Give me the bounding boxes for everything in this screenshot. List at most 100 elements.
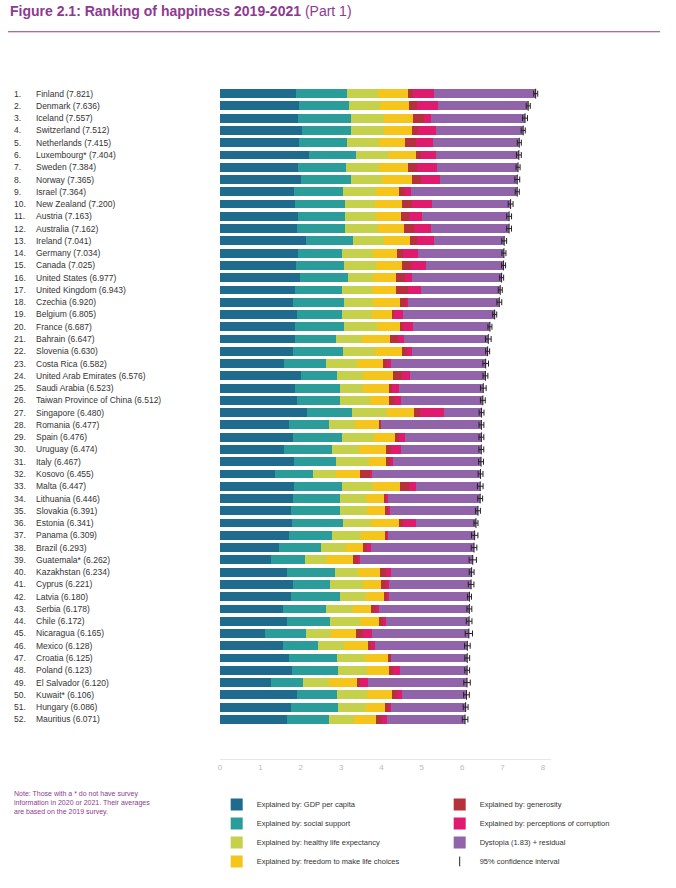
svg-text:Finland (7.821): Finland (7.821) bbox=[36, 89, 93, 99]
svg-text:Romania (6.477): Romania (6.477) bbox=[36, 420, 99, 430]
svg-text:Nicaragua (6.165): Nicaragua (6.165) bbox=[36, 628, 104, 638]
svg-text:16.: 16. bbox=[14, 273, 26, 283]
svg-text:Kuwait* (6.106): Kuwait* (6.106) bbox=[36, 690, 94, 700]
svg-text:20.: 20. bbox=[14, 322, 26, 332]
svg-text:48.: 48. bbox=[14, 665, 26, 675]
svg-text:Singapore (6.480): Singapore (6.480) bbox=[36, 408, 104, 418]
svg-text:Dystopia (1.83) + residual: Dystopia (1.83) + residual bbox=[480, 838, 566, 847]
svg-text:34.: 34. bbox=[14, 494, 26, 504]
svg-text:30.: 30. bbox=[14, 444, 26, 454]
svg-text:29.: 29. bbox=[14, 432, 26, 442]
svg-text:49.: 49. bbox=[14, 678, 26, 688]
svg-text:1: 1 bbox=[258, 763, 263, 772]
svg-text:Slovenia (6.630): Slovenia (6.630) bbox=[36, 346, 98, 356]
svg-text:Guatemala* (6.262): Guatemala* (6.262) bbox=[36, 555, 110, 565]
svg-text:Mexico (6.128): Mexico (6.128) bbox=[36, 641, 92, 651]
svg-text:3.: 3. bbox=[14, 113, 21, 123]
svg-text:Figure 2.1: Ranking of happine: Figure 2.1: Ranking of happiness 2019-20… bbox=[10, 3, 352, 19]
svg-text:22.: 22. bbox=[14, 346, 26, 356]
svg-text:Slovakia (6.391): Slovakia (6.391) bbox=[36, 506, 98, 516]
svg-text:El Salvador (6.120): El Salvador (6.120) bbox=[36, 678, 109, 688]
svg-text:Costa Rica (6.582): Costa Rica (6.582) bbox=[36, 359, 107, 369]
svg-text:Kazakhstan (6.234): Kazakhstan (6.234) bbox=[36, 567, 110, 577]
svg-text:45.: 45. bbox=[14, 628, 26, 638]
svg-text:32.: 32. bbox=[14, 469, 26, 479]
svg-text:Latvia (6.180): Latvia (6.180) bbox=[36, 592, 88, 602]
svg-text:37.: 37. bbox=[14, 530, 26, 540]
svg-text:Luxembourg* (7.404): Luxembourg* (7.404) bbox=[36, 150, 116, 160]
svg-text:25.: 25. bbox=[14, 383, 26, 393]
svg-text:8: 8 bbox=[541, 763, 546, 772]
svg-text:5: 5 bbox=[420, 763, 425, 772]
svg-text:36.: 36. bbox=[14, 518, 26, 528]
svg-text:Iceland (7.557): Iceland (7.557) bbox=[36, 113, 93, 123]
svg-text:Denmark (7.636): Denmark (7.636) bbox=[36, 101, 100, 111]
svg-text:51.: 51. bbox=[14, 702, 26, 712]
svg-text:41.: 41. bbox=[14, 579, 26, 589]
svg-text:44.: 44. bbox=[14, 616, 26, 626]
svg-text:Explained by: social support: Explained by: social support bbox=[257, 819, 351, 828]
svg-text:Hungary (6.086): Hungary (6.086) bbox=[36, 702, 98, 712]
svg-text:13.: 13. bbox=[14, 236, 26, 246]
svg-text:9.: 9. bbox=[14, 187, 21, 197]
svg-text:Explained by: perceptions of c: Explained by: perceptions of corruption bbox=[480, 819, 610, 828]
svg-text:Italy (6.467): Italy (6.467) bbox=[36, 457, 81, 467]
svg-text:14.: 14. bbox=[14, 248, 26, 258]
svg-text:4: 4 bbox=[379, 763, 384, 772]
svg-text:6.: 6. bbox=[14, 150, 21, 160]
svg-text:Spain (6.476): Spain (6.476) bbox=[36, 432, 87, 442]
svg-text:21.: 21. bbox=[14, 334, 26, 344]
svg-text:Belgium (6.805): Belgium (6.805) bbox=[36, 309, 96, 319]
svg-text:Netherlands (7.415): Netherlands (7.415) bbox=[36, 138, 111, 148]
svg-text:United States (6.977): United States (6.977) bbox=[36, 273, 116, 283]
svg-text:24.: 24. bbox=[14, 371, 26, 381]
svg-text:Note: Those with a * do not ha: Note: Those with a * do not have surveyi… bbox=[14, 790, 150, 816]
svg-text:Mauritius (6.071): Mauritius (6.071) bbox=[36, 714, 100, 724]
svg-text:Sweden (7.384): Sweden (7.384) bbox=[36, 162, 96, 172]
svg-text:Explained by: healthy life exp: Explained by: healthy life expectancy bbox=[257, 838, 380, 847]
svg-text:31.: 31. bbox=[14, 457, 26, 467]
svg-text:Malta (6.447): Malta (6.447) bbox=[36, 481, 86, 491]
svg-text:Norway (7.365): Norway (7.365) bbox=[36, 175, 94, 185]
svg-text:Poland (6.123): Poland (6.123) bbox=[36, 665, 92, 675]
svg-text:52.: 52. bbox=[14, 714, 26, 724]
svg-text:Serbia (6.178): Serbia (6.178) bbox=[36, 604, 90, 614]
svg-text:47.: 47. bbox=[14, 653, 26, 663]
svg-text:Croatia (6.125): Croatia (6.125) bbox=[36, 653, 93, 663]
svg-text:40.: 40. bbox=[14, 567, 26, 577]
svg-text:6: 6 bbox=[460, 763, 465, 772]
svg-text:Kosovo (6.455): Kosovo (6.455) bbox=[36, 469, 94, 479]
svg-text:Austria (7.163): Austria (7.163) bbox=[36, 211, 92, 221]
svg-text:5.: 5. bbox=[14, 138, 21, 148]
svg-text:10.: 10. bbox=[14, 199, 26, 209]
svg-text:42.: 42. bbox=[14, 592, 26, 602]
svg-text:12.: 12. bbox=[14, 224, 26, 234]
svg-text:Cyprus (6.221): Cyprus (6.221) bbox=[36, 579, 92, 589]
svg-text:Ireland (7.041): Ireland (7.041) bbox=[36, 236, 91, 246]
svg-text:33.: 33. bbox=[14, 481, 26, 491]
svg-text:43.: 43. bbox=[14, 604, 26, 614]
svg-text:France (6.687): France (6.687) bbox=[36, 322, 92, 332]
svg-text:Panama (6.309): Panama (6.309) bbox=[36, 530, 97, 540]
svg-text:United Arab Emirates (6.576): United Arab Emirates (6.576) bbox=[36, 371, 146, 381]
svg-text:Chile (6.172): Chile (6.172) bbox=[36, 616, 85, 626]
svg-text:26.: 26. bbox=[14, 395, 26, 405]
svg-text:28.: 28. bbox=[14, 420, 26, 430]
svg-text:7: 7 bbox=[500, 763, 505, 772]
svg-text:Australia (7.162): Australia (7.162) bbox=[36, 224, 99, 234]
svg-text:Canada (7.025): Canada (7.025) bbox=[36, 260, 95, 270]
svg-text:95% confidence interval: 95% confidence interval bbox=[480, 857, 560, 866]
svg-text:39.: 39. bbox=[14, 555, 26, 565]
svg-text:Estonia (6.341): Estonia (6.341) bbox=[36, 518, 94, 528]
svg-text:Germany (7.034): Germany (7.034) bbox=[36, 248, 100, 258]
svg-text:Bahrain (6.647): Bahrain (6.647) bbox=[36, 334, 95, 344]
svg-text:0: 0 bbox=[218, 763, 223, 772]
svg-text:38.: 38. bbox=[14, 543, 26, 553]
svg-text:Czechia (6.920): Czechia (6.920) bbox=[36, 297, 96, 307]
svg-text:15.: 15. bbox=[14, 260, 26, 270]
svg-text:19.: 19. bbox=[14, 309, 26, 319]
svg-text:35.: 35. bbox=[14, 506, 26, 516]
svg-text:Explained by: freedom to make: Explained by: freedom to make life choic… bbox=[257, 857, 400, 866]
svg-text:3: 3 bbox=[339, 763, 344, 772]
svg-text:18.: 18. bbox=[14, 297, 26, 307]
